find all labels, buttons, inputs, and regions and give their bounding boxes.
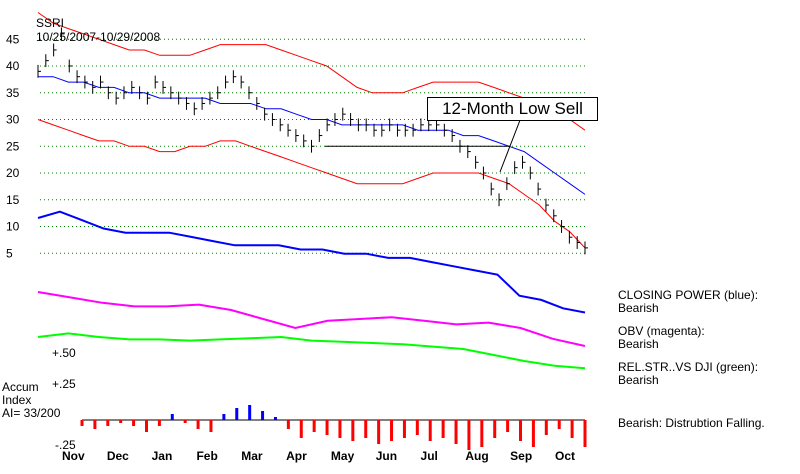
month-label: Mar [241, 449, 263, 463]
closing-power-series [37, 210, 586, 314]
obv-line [37, 291, 586, 347]
month-label: Jun [376, 449, 397, 463]
y-tick-label: 20 [6, 166, 20, 180]
accum-plus50-label: +.50 [52, 346, 76, 360]
rel-strength-title: REL.STR..VS DJI (green): [618, 360, 759, 374]
month-label: Apr [286, 449, 307, 463]
accum-plus25-label: +.25 [52, 377, 76, 391]
price-axis-ticks: 45 40 35 30 25 20 15 10 5 [6, 32, 20, 260]
y-tick-label: 5 [6, 246, 13, 260]
y-tick-label: 15 [6, 193, 20, 207]
y-tick-label: 10 [6, 220, 20, 234]
rel-strength-status: Bearish [618, 373, 659, 387]
accum-minus25-label: -.25 [55, 438, 76, 452]
accum-index-histogram [80, 405, 587, 450]
month-label: Jan [152, 449, 173, 463]
month-axis-labels: Nov Dec Jan Feb Mar Apr May Jun Jul Aug Sep Oct [62, 449, 575, 463]
obv-series [37, 291, 586, 347]
callout-pointer [499, 114, 523, 173]
relative-strength-series [37, 332, 586, 370]
closing-power-status: Bearish [618, 301, 659, 315]
moving-average-line [38, 76, 586, 195]
date-range-label: 10/25/2007-10/29/2008 [36, 30, 161, 44]
obv-title: OBV (magenta): [618, 324, 705, 338]
price-series [37, 27, 588, 255]
accum-title-2: Index [2, 393, 32, 407]
month-label: Nov [62, 449, 85, 463]
closing-power-line [37, 210, 586, 314]
upper-band-line [37, 12, 586, 131]
symbol-label: SSRI [36, 16, 65, 30]
accum-ai-value: AI= 33/200 [2, 406, 61, 420]
month-label: Sep [510, 449, 532, 463]
moving-average-line [38, 76, 586, 195]
closing-power-title: CLOSING POWER (blue): [618, 288, 759, 302]
y-tick-label: 25 [6, 139, 20, 153]
y-tick-label: 35 [6, 86, 20, 100]
accum-title-1: Accum [2, 380, 39, 394]
callout-box: 12-Month Low Sell [427, 97, 598, 121]
month-label: Oct [555, 449, 575, 463]
obv-status: Bearish [618, 337, 659, 351]
rel-strength-line [37, 332, 586, 370]
accum-status: Bearish: Distrubtion Falling. [618, 416, 765, 430]
bollinger-bands [37, 12, 586, 249]
month-label: Feb [196, 449, 217, 463]
month-label: Aug [465, 449, 488, 463]
y-tick-label: 45 [6, 32, 20, 46]
y-tick-label: 30 [6, 113, 20, 127]
lower-band-line [37, 119, 586, 249]
month-label: Dec [107, 449, 129, 463]
y-tick-label: 40 [6, 59, 20, 73]
month-label: Jul [421, 449, 438, 463]
month-label: May [331, 449, 355, 463]
